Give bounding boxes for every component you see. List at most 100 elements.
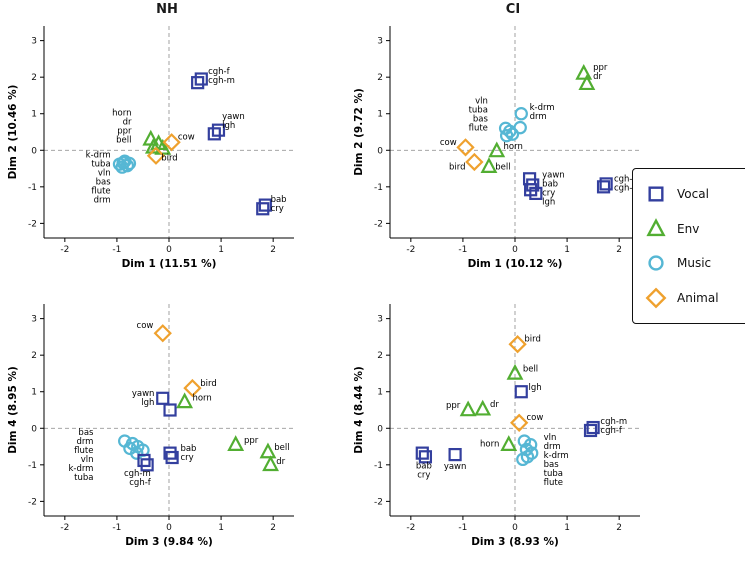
svg-text:tuba: tuba <box>544 469 563 479</box>
marker-lgh <box>514 385 528 399</box>
legend-item-animal: Animal <box>645 283 745 313</box>
marker-ppr <box>459 400 477 417</box>
marker-flute <box>116 156 130 170</box>
svg-text:drm: drm <box>94 196 111 206</box>
svg-text:vln: vln <box>544 433 557 443</box>
svg-text:horn: horn <box>112 109 131 119</box>
svg-text:2: 2 <box>31 73 37 83</box>
y-axis: -2 -1 0 1 2 3 Dim 4 (8.95 %) <box>7 304 45 516</box>
svg-text:flute: flute <box>91 187 110 197</box>
x-axis: -2 -1 0 1 2 Dim 1 (11.51 %) <box>44 237 294 270</box>
y-axis: -2 -1 0 1 2 3 Dim 2 (10.46 %) <box>7 26 45 238</box>
marker-dr <box>474 399 492 416</box>
svg-text:yawn: yawn <box>444 462 467 472</box>
svg-text:horn: horn <box>504 142 523 152</box>
zero-lines <box>44 304 294 516</box>
svg-text:2: 2 <box>270 245 276 255</box>
svg-text:bab: bab <box>271 195 287 205</box>
svg-text:cgh-m: cgh-m <box>614 183 641 193</box>
svg-text:bird: bird <box>524 334 541 344</box>
marker-yawn <box>156 391 170 405</box>
marker-cow <box>162 133 181 152</box>
marker-cgh-m <box>586 420 600 435</box>
svg-text:-1: -1 <box>458 523 467 533</box>
svg-text:bird: bird <box>200 379 217 389</box>
zero-lines <box>390 304 640 516</box>
svg-text:cow: cow <box>526 413 543 423</box>
svg-text:1: 1 <box>564 523 570 533</box>
svg-text:bell: bell <box>116 136 131 146</box>
marker-flute <box>499 128 514 143</box>
marker-horn <box>176 392 194 409</box>
marker-ppr <box>227 435 245 452</box>
marker-drm <box>122 156 137 171</box>
svg-text:dr: dr <box>593 72 602 82</box>
y-axis-label: Dim 2 (10.46 %) <box>7 85 19 180</box>
svg-text:3: 3 <box>31 315 37 325</box>
svg-text:cgh-f: cgh-f <box>614 174 637 184</box>
svg-text:cry: cry <box>271 204 284 214</box>
svg-text:bas: bas <box>96 178 112 188</box>
svg-text:flute: flute <box>544 478 563 488</box>
svg-text:bas: bas <box>544 460 560 470</box>
svg-text:-1: -1 <box>112 245 121 255</box>
svg-text:bell: bell <box>495 162 510 172</box>
svg-text:1: 1 <box>218 245 224 255</box>
y-axis: -2 -1 0 1 2 3 Dim 4 (8.44 %) <box>353 304 391 516</box>
marker-cow <box>510 413 529 432</box>
svg-text:1: 1 <box>31 388 37 398</box>
svg-text:cow: cow <box>137 321 154 331</box>
svg-text:1: 1 <box>564 245 570 255</box>
x-axis-label: Dim 3 (9.84 %) <box>125 536 213 548</box>
svg-text:bas: bas <box>78 428 94 438</box>
x-axis-label: Dim 1 (10.12 %) <box>468 258 563 270</box>
svg-text:3: 3 <box>377 315 383 325</box>
marker-horn <box>488 141 506 158</box>
y-axis-label: Dim 4 (8.95 %) <box>7 366 19 454</box>
marker-cow <box>153 324 172 343</box>
marker-cry <box>165 450 179 465</box>
music-circle-icon <box>648 255 664 271</box>
svg-text:-2: -2 <box>374 497 383 507</box>
marker-bird <box>146 146 166 165</box>
legend: Vocal Env Music Animal <box>632 168 745 324</box>
svg-text:-2: -2 <box>406 245 415 255</box>
svg-text:flute: flute <box>469 123 488 133</box>
svg-text:tuba: tuba <box>469 105 488 115</box>
svg-text:bell: bell <box>274 443 289 453</box>
svg-text:-2: -2 <box>60 245 69 255</box>
svg-text:cry: cry <box>417 470 430 480</box>
marker-bas <box>505 127 520 141</box>
svg-text:-1: -1 <box>374 183 383 193</box>
svg-text:0: 0 <box>377 424 383 434</box>
svg-text:-1: -1 <box>28 183 37 193</box>
svg-text:bell: bell <box>523 364 538 374</box>
marker-cgh-f <box>140 458 154 472</box>
svg-text:0: 0 <box>166 245 172 255</box>
svg-text:0: 0 <box>512 245 518 255</box>
marker-bell <box>259 442 277 459</box>
svg-text:-2: -2 <box>28 497 37 507</box>
svg-text:lgh: lgh <box>542 198 555 208</box>
marker-horn <box>500 435 518 452</box>
svg-text:bab: bab <box>180 444 196 454</box>
svg-text:-1: -1 <box>28 461 37 471</box>
svg-text:3: 3 <box>377 37 383 47</box>
x-axis: -2 -1 0 1 2 Dim 3 (9.84 %) <box>44 515 294 548</box>
y-axis-label: Dim 4 (8.44 %) <box>353 366 365 454</box>
svg-text:0: 0 <box>31 424 37 434</box>
svg-text:2: 2 <box>377 351 383 361</box>
svg-text:0: 0 <box>166 523 172 533</box>
svg-text:lgh: lgh <box>222 121 235 131</box>
svg-text:k-drm: k-drm <box>530 103 555 113</box>
y-axis: -2 -1 0 1 2 3 Dim 2 (9.72 %) <box>353 26 391 238</box>
svg-text:2: 2 <box>31 351 37 361</box>
marker-cgh-m <box>137 453 151 468</box>
svg-text:-2: -2 <box>406 523 415 533</box>
panel-ci-dim1-dim2: CI -2 -1 0 1 2 Dim 1 (10.12 %) -2 -1 0 1 2 3 Dim 2 (… <box>350 2 650 274</box>
marker-dr <box>578 74 596 91</box>
scatter-plot-ci-dim1-dim2: -2 -1 0 1 2 Dim 1 (10.12 %) -2 -1 0 1 2 3 Dim 2 (9.7… <box>353 26 641 270</box>
svg-text:-1: -1 <box>112 523 121 533</box>
